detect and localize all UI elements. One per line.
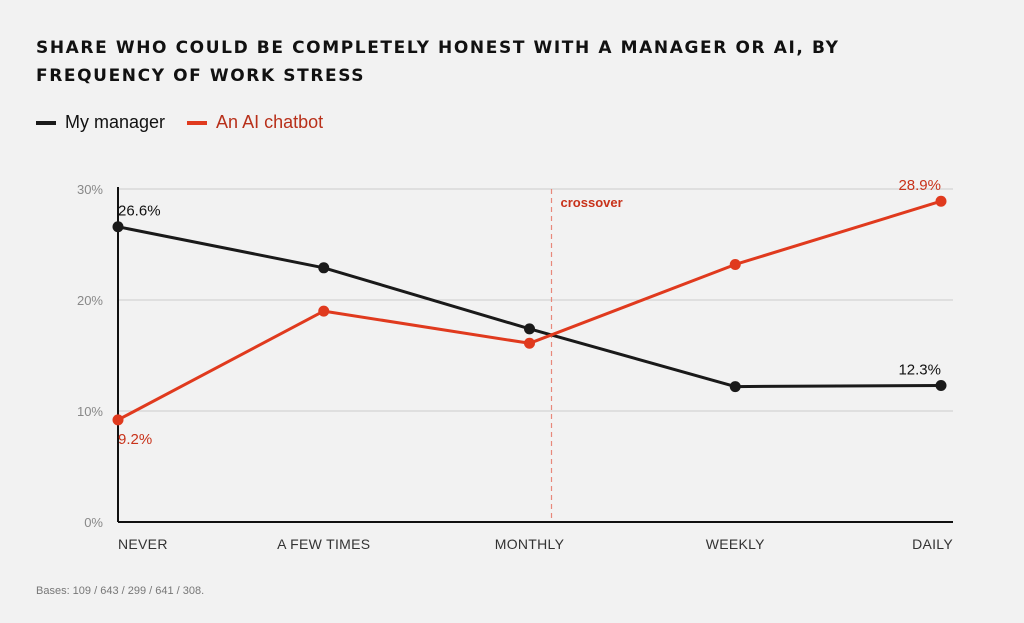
x-tick-label: WEEKLY [706,536,765,552]
data-label: 12.3% [898,361,941,378]
data-label: 28.9% [898,177,941,194]
x-tick-label: A FEW TIMES [277,536,370,552]
x-tick-label: DAILY [912,536,953,552]
data-point-ai [524,337,535,349]
legend-label-ai: An AI chatbot [216,112,324,132]
data-point-manager [935,379,947,391]
legend-item-ai: An AI chatbot [187,112,323,133]
data-point-manager [318,262,330,274]
data-point-ai [112,414,124,426]
y-tick-label: 20% [77,293,103,308]
chart-title: SHARE WHO COULD BE COMPLETELY HONEST WIT… [36,38,840,86]
series-line-manager [117,225,942,389]
crossover-label: crossover [561,195,623,210]
footnote: Bases: 109 / 643 / 299 / 641 / 308. [36,585,205,597]
legend-swatch-manager [36,120,56,125]
data-point-manager [524,323,535,335]
data-point-ai [729,258,741,270]
y-tick-label: 30% [77,182,103,197]
x-tick-label: MONTHLY [495,536,565,552]
y-tick-label: 10% [77,404,103,419]
legend-label-manager: My manager [65,112,166,132]
data-point-manager [112,221,124,233]
data-label: 26.6% [118,203,161,220]
y-tick-label: 0% [84,515,103,530]
data-point-manager [729,381,741,393]
legend-swatch-ai [187,120,208,125]
data-label: 9.2% [118,431,152,448]
legend-item-manager: My manager [36,112,165,133]
data-point-ai [318,305,330,317]
legend: My manager An AI chatbot [36,112,345,133]
x-tick-label: NEVER [118,536,168,552]
data-point-ai [935,195,947,207]
